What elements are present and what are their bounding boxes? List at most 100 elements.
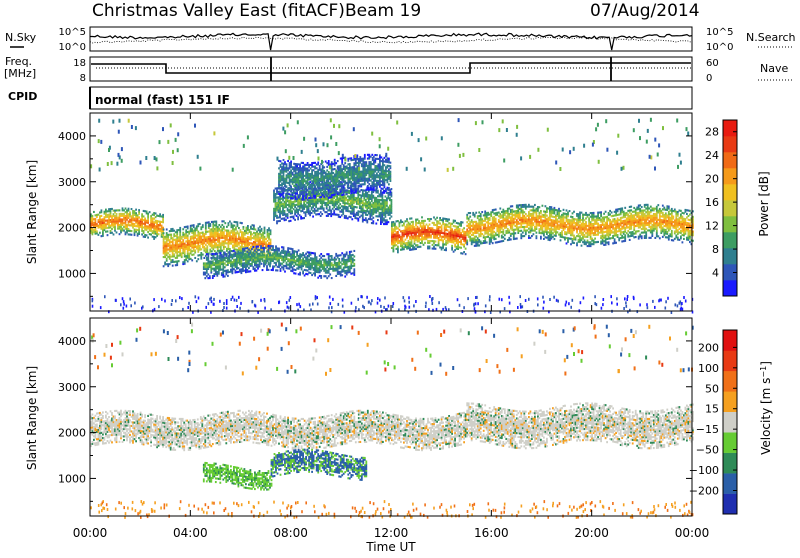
scatter-cell bbox=[318, 213, 320, 215]
scatter-cell bbox=[683, 238, 685, 240]
scatter-cell bbox=[686, 213, 688, 215]
scatter-cell bbox=[247, 227, 249, 229]
scatter-cell bbox=[424, 225, 426, 227]
scatter-cell bbox=[466, 241, 468, 243]
scatter-cell bbox=[466, 216, 468, 218]
scatter-cell bbox=[223, 228, 225, 230]
noise-search-label: N.Search bbox=[746, 31, 796, 44]
scatter-cell bbox=[326, 207, 328, 209]
scatter-cell bbox=[647, 215, 649, 217]
scatter-cell bbox=[415, 248, 417, 250]
scatter-cell bbox=[385, 207, 387, 209]
scatter-cell bbox=[513, 234, 515, 236]
scatter-cell bbox=[682, 216, 684, 218]
scatter-cell bbox=[397, 251, 399, 253]
scatter-cell bbox=[671, 235, 673, 237]
scatter-cell bbox=[630, 206, 632, 208]
scatter-cell bbox=[563, 220, 565, 222]
scatter-cell bbox=[528, 204, 530, 206]
scatter-cell bbox=[397, 249, 399, 251]
scatter-cell bbox=[264, 230, 266, 232]
scatter-cell bbox=[653, 230, 655, 232]
scatter-cell bbox=[330, 210, 332, 212]
scatter-cell bbox=[368, 190, 370, 192]
scatter-cell bbox=[279, 220, 281, 222]
scatter-cell bbox=[466, 243, 468, 245]
nave-label: Nave bbox=[760, 62, 788, 75]
scatter-cell bbox=[587, 236, 589, 238]
scatter-cell bbox=[365, 217, 367, 219]
scatter-cell bbox=[403, 235, 405, 237]
scatter-cell bbox=[519, 213, 521, 215]
freq-unit-label: [MHz] bbox=[4, 67, 36, 80]
scatter-cell bbox=[285, 219, 287, 221]
scatter-cell bbox=[480, 213, 482, 215]
scatter-cell bbox=[261, 263, 263, 265]
scatter-cell bbox=[200, 256, 202, 258]
scatter-cell bbox=[677, 220, 679, 222]
scatter-cell bbox=[617, 223, 619, 225]
scatter-cell bbox=[656, 208, 658, 210]
scatter-cell bbox=[196, 260, 198, 262]
scatter-cell bbox=[557, 228, 559, 230]
scatter-cell bbox=[164, 236, 166, 238]
scatter-cell bbox=[345, 197, 347, 199]
scatter-cell bbox=[498, 235, 500, 237]
scatter-cell bbox=[403, 222, 405, 224]
scatter-cell bbox=[120, 231, 122, 233]
scatter-cell bbox=[386, 205, 388, 207]
scatter-cell bbox=[194, 242, 196, 244]
scatter-cell bbox=[629, 239, 631, 241]
scatter-cell bbox=[255, 243, 257, 245]
scatter-cell bbox=[435, 248, 437, 250]
scatter-cell bbox=[656, 230, 658, 232]
scatter-cell bbox=[193, 254, 195, 256]
nave-tick-high: 60 bbox=[706, 58, 719, 69]
scatter-cell bbox=[209, 223, 211, 225]
scatter-cell bbox=[421, 242, 423, 244]
scatter-cell bbox=[209, 277, 211, 279]
scatter-cell bbox=[659, 208, 661, 210]
scatter-cell bbox=[576, 231, 578, 233]
scatter-cell bbox=[228, 224, 230, 226]
scatter-cell bbox=[308, 207, 310, 209]
scatter-cell bbox=[617, 208, 619, 210]
scatter-cell bbox=[194, 233, 196, 235]
scatter-cell bbox=[478, 244, 480, 246]
scatter-cell bbox=[480, 215, 482, 217]
scatter-cell bbox=[353, 209, 355, 211]
scatter-cell bbox=[204, 273, 206, 275]
scatter-cell bbox=[540, 210, 542, 212]
scatter-cell bbox=[462, 221, 464, 223]
scatter-cell bbox=[391, 208, 393, 210]
scatter-cell bbox=[656, 233, 658, 235]
scatter-cell bbox=[372, 217, 374, 219]
scatter-cell bbox=[662, 205, 664, 207]
scatter-cell bbox=[101, 215, 103, 217]
scatter-cell bbox=[677, 239, 679, 241]
scatter-cell bbox=[647, 206, 649, 208]
scatter-cell bbox=[439, 217, 441, 219]
scatter-cell bbox=[526, 224, 528, 226]
scatter-cell bbox=[536, 226, 538, 228]
scatter-cell bbox=[465, 240, 467, 242]
scatter-cell bbox=[285, 206, 287, 208]
scatter-cell bbox=[656, 232, 658, 234]
scatter-cell bbox=[540, 212, 542, 214]
freq-tick-low: 8 bbox=[80, 73, 86, 84]
scatter-cell bbox=[469, 216, 471, 218]
scatter-cell bbox=[510, 238, 512, 240]
scatter-cell bbox=[689, 237, 691, 239]
scatter-cell bbox=[442, 241, 444, 243]
scatter-cell bbox=[320, 215, 322, 217]
scatter-cell bbox=[187, 227, 189, 229]
scatter-cell bbox=[360, 198, 362, 200]
scatter-cell bbox=[223, 233, 225, 235]
scatter-cell bbox=[131, 234, 133, 236]
scatter-cell bbox=[671, 234, 673, 236]
scatter-cell bbox=[162, 221, 164, 223]
scatter-cell bbox=[182, 228, 184, 230]
scatter-cell bbox=[511, 205, 513, 207]
scatter-cell bbox=[375, 197, 377, 199]
scatter-cell bbox=[134, 212, 136, 214]
